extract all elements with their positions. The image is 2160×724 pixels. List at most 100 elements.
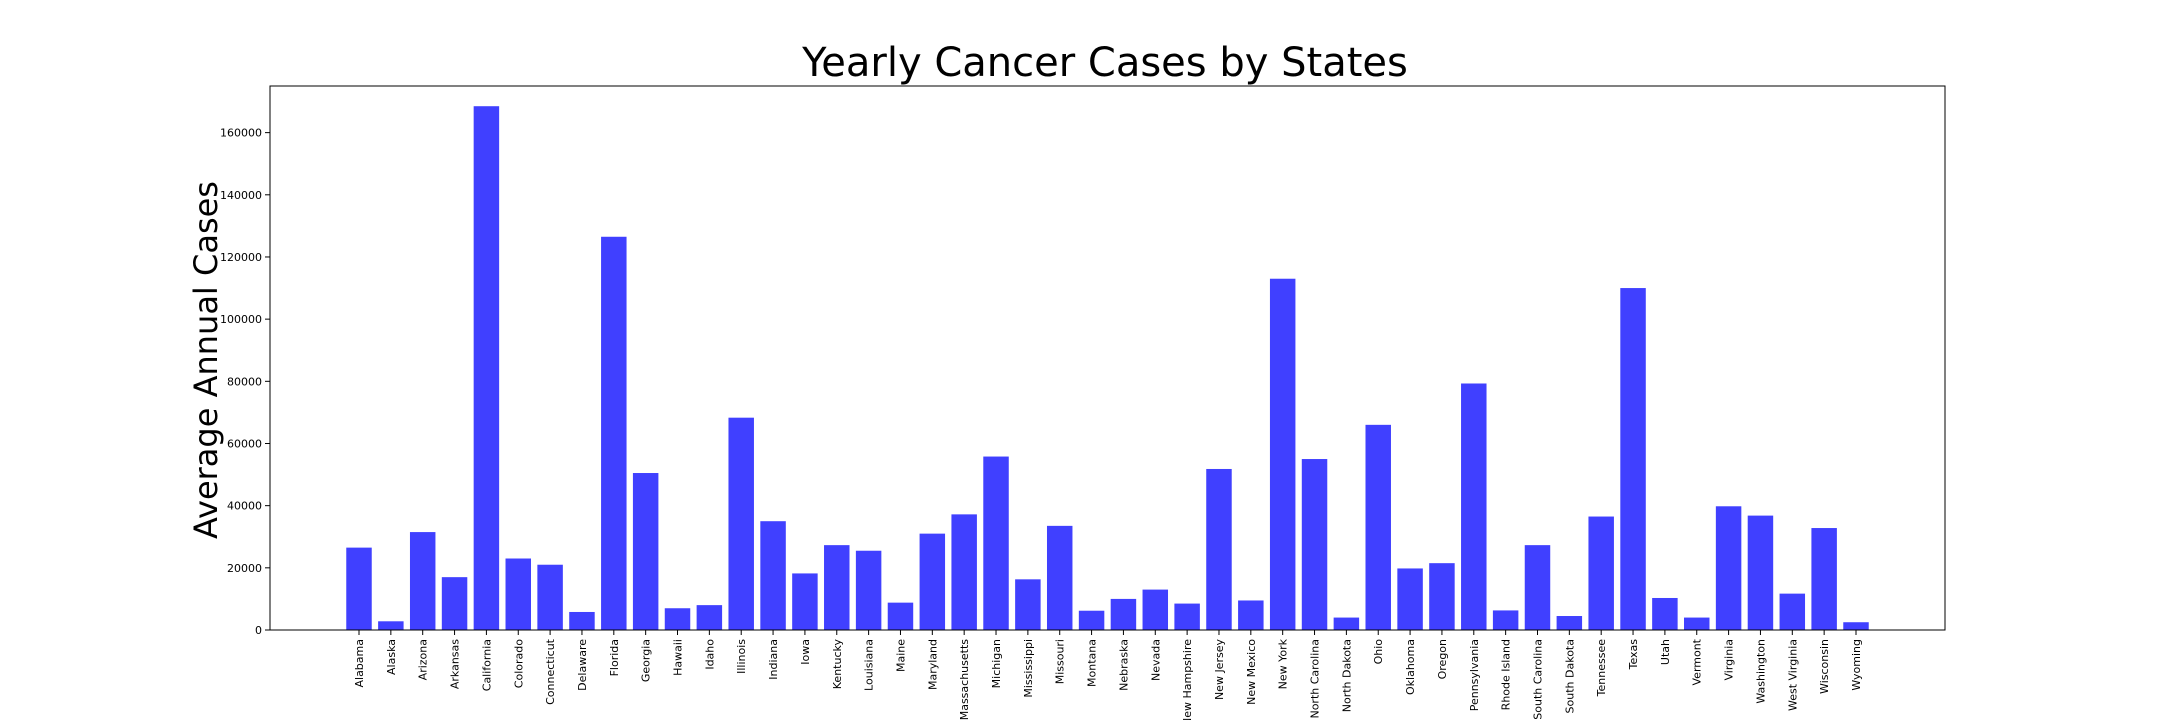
bar-arkansas [441,577,468,630]
x-tick-label-georgia: Georgia [640,639,653,682]
bar-california [473,106,500,631]
x-tick-label-oregon: Oregon [1436,639,1449,679]
x-tick-label-iowa: Iowa [799,639,812,665]
bar-georgia [632,473,659,630]
x-tick-label-new-hampshire: New Hampshire [1181,639,1194,720]
plot-area-frame [269,85,1946,631]
bar-new-jersey [1206,468,1232,630]
bar-oregon [1429,563,1455,630]
y-tick-label: 0 [255,624,262,637]
bar-nebraska [1110,598,1137,630]
bar-hawaii [664,608,691,630]
bar-delaware [569,611,595,630]
x-tick-label-florida: Florida [608,639,621,676]
bar-michigan [983,456,1009,630]
x-tick-label-delaware: Delaware [576,639,589,691]
bar-iowa [792,573,818,630]
x-tick-label-west-virginia: West Virginia [1786,639,1799,711]
bar-south-carolina [1524,545,1551,630]
y-tick-label: 40000 [227,500,262,513]
bar-massachusetts [951,514,977,630]
bar-washington [1747,515,1774,630]
bar-oklahoma [1397,568,1423,630]
x-tick-label-wyoming: Wyoming [1850,639,1863,691]
bar-illinois [728,417,754,630]
x-tick-label-maryland: Maryland [926,639,939,690]
x-tick-label-oklahoma: Oklahoma [1404,639,1417,695]
chart-title: Yearly Cancer Cases by States [801,40,1408,86]
bar-rhode-island [1492,610,1519,630]
x-tick-label-massachusetts: Massachusetts [958,639,971,720]
x-tick-label-hawaii: Hawaii [672,639,685,676]
x-tick-label-maine: Maine [894,639,907,672]
x-tick-label-nebraska: Nebraska [1117,639,1130,691]
bar-missouri [1046,525,1073,630]
x-tick-label-wisconsin: Wisconsin [1818,639,1831,694]
bar-alabama [346,547,372,630]
x-tick-label-kentucky: Kentucky [831,639,844,690]
x-tick-label-utah: Utah [1659,639,1672,665]
x-tick-label-indiana: Indiana [767,639,780,680]
x-tick-label-colorado: Colorado [512,639,525,688]
bar-texas [1620,288,1646,630]
bar-pennsylvania [1461,383,1487,630]
y-axis-ticks: 0 20000 40000 60000 80000 100000 120000 140000 1… [220,127,270,637]
bar-mississippi [1015,579,1041,630]
x-tick-label-california: California [480,639,493,691]
x-tick-label-vermont: Vermont [1691,638,1704,685]
x-tick-label-louisiana: Louisiana [863,639,876,691]
y-tick-label: 100000 [220,313,262,326]
x-tick-label-new-york: New York [1277,638,1290,689]
x-tick-label-nevada: Nevada [1149,639,1162,681]
y-tick-label: 120000 [220,251,262,264]
x-tick-label-pennsylvania: Pennsylvania [1468,639,1481,711]
x-tick-label-alabama: Alabama [353,639,366,688]
x-tick-label-michigan: Michigan [990,639,1003,688]
x-tick-label-alaska: Alaska [385,639,398,675]
x-tick-label-connecticut: Connecticut [544,638,557,705]
bar-kentucky [824,545,850,630]
x-tick-label-arizona: Arizona [417,639,430,680]
y-tick-label: 20000 [227,562,262,575]
bar-wisconsin [1811,528,1837,630]
x-tick-label-north-carolina: North Carolina [1309,639,1322,719]
bar-indiana [760,521,786,630]
x-tick-label-texas: Texas [1627,639,1640,671]
bar-connecticut [537,564,563,630]
bar-idaho [696,605,723,630]
bar-utah [1652,597,1678,630]
x-tick-label-north-dakota: North Dakota [1340,639,1353,712]
x-tick-label-missouri: Missouri [1054,639,1067,684]
x-tick-label-arkansas: Arkansas [449,639,462,689]
x-tick-label-new-jersey: New Jersey [1213,639,1226,701]
y-tick-label: 160000 [220,127,262,140]
y-tick-label: 140000 [220,189,262,202]
x-axis-ticks: Alabama Alaska Arizona Arkansas California Co… [353,630,1863,724]
bar-florida [601,236,627,630]
bar-arizona [409,532,436,630]
bar-virginia [1715,506,1742,630]
bar-colorado [505,558,531,630]
bar-south-dakota [1556,616,1583,630]
y-axis-label: Average Annual Cases [187,181,225,539]
bar-tennessee [1588,516,1614,630]
bar-ohio [1365,424,1391,630]
bar-nevada [1142,589,1169,630]
x-tick-label-virginia: Virginia [1723,639,1736,680]
y-tick-label: 60000 [227,437,262,450]
x-tick-label-montana: Montana [1086,639,1099,687]
x-tick-label-washington: Washington [1754,639,1767,704]
bar-vermont [1684,617,1710,630]
bar-alaska [378,621,404,630]
x-tick-label-idaho: Idaho [703,639,716,670]
bar-north-carolina [1301,459,1328,630]
x-tick-label-ohio: Ohio [1372,639,1385,665]
bar-maine [887,602,914,630]
bar-new-mexico [1238,600,1264,630]
bar-wyoming [1843,622,1869,630]
x-tick-label-rhode-island: Rhode Island [1500,639,1513,710]
bar-west-virginia [1779,593,1806,630]
x-tick-label-tennessee: Tennessee [1595,639,1608,698]
